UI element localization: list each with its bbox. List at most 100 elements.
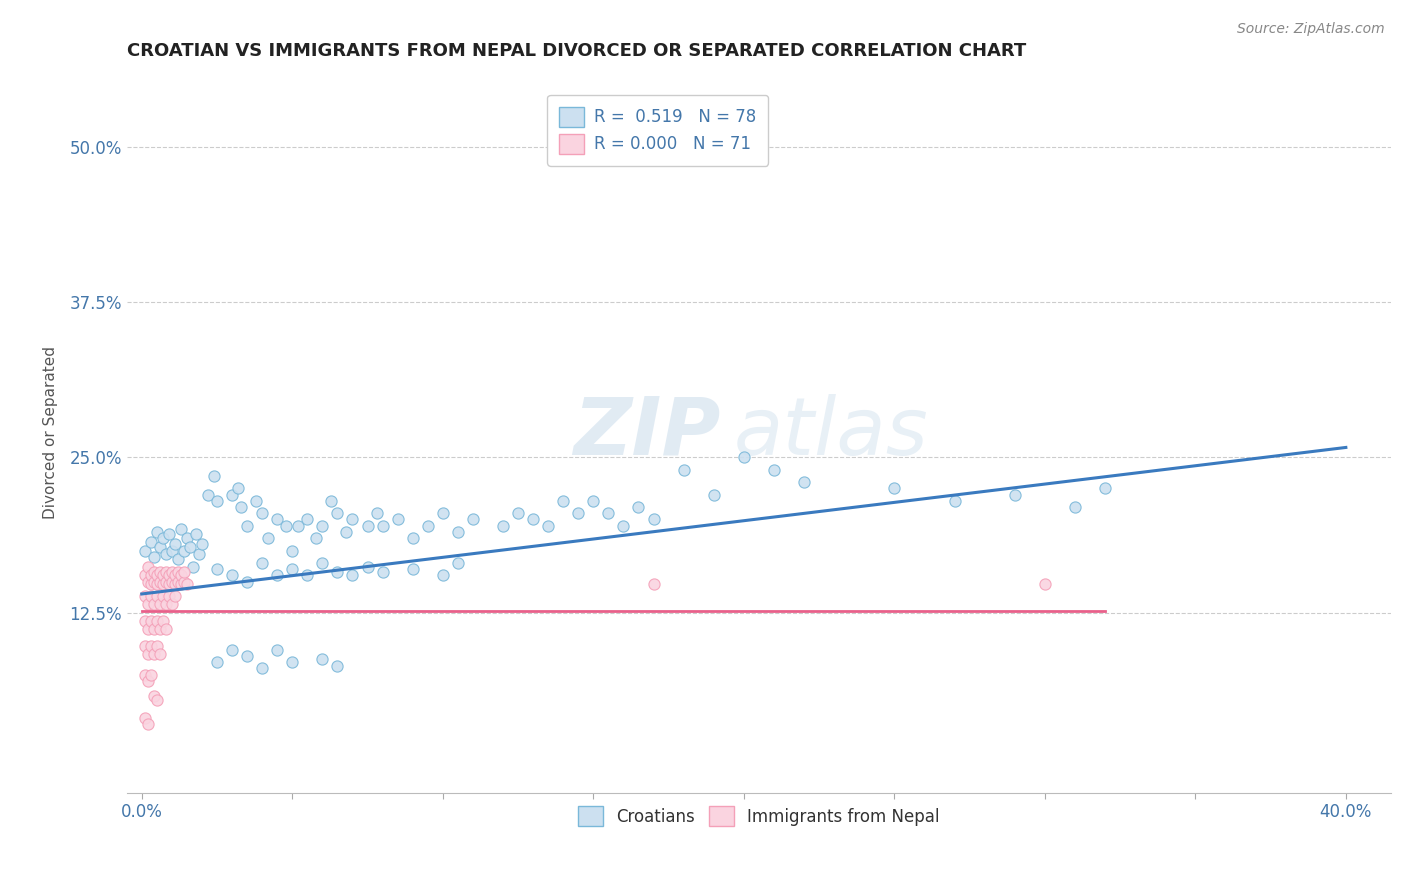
Point	[188, 547, 211, 561]
Point	[157, 577, 180, 591]
Point	[537, 518, 560, 533]
Point	[149, 647, 172, 661]
Point	[287, 518, 309, 533]
Point	[356, 559, 378, 574]
Point	[139, 590, 162, 604]
Point	[236, 648, 259, 663]
Point	[598, 506, 620, 520]
Point	[155, 547, 177, 561]
Point	[311, 518, 333, 533]
Point	[1064, 500, 1087, 514]
Point	[257, 531, 280, 545]
Point	[281, 562, 304, 576]
Point	[160, 565, 183, 579]
Legend: Croatians, Immigrants from Nepal: Croatians, Immigrants from Nepal	[569, 797, 948, 835]
Point	[142, 647, 165, 661]
Point	[134, 639, 156, 653]
Point	[173, 543, 195, 558]
Text: ZIP: ZIP	[574, 393, 721, 472]
Point	[152, 577, 174, 591]
Point	[152, 615, 174, 629]
Point	[250, 556, 273, 570]
Y-axis label: Divorced or Separated: Divorced or Separated	[44, 346, 58, 519]
Point	[155, 597, 177, 611]
Point	[155, 622, 177, 636]
Point	[155, 565, 177, 579]
Point	[245, 493, 267, 508]
Point	[136, 673, 159, 688]
Point	[163, 568, 186, 582]
Point	[1395, 438, 1406, 452]
Point	[943, 493, 966, 508]
Point	[297, 512, 319, 526]
Text: atlas: atlas	[734, 393, 928, 472]
Point	[266, 568, 288, 582]
Point	[139, 639, 162, 653]
Point	[297, 568, 319, 582]
Point	[149, 622, 172, 636]
Point	[643, 512, 665, 526]
Point	[226, 482, 249, 496]
Point	[152, 531, 174, 545]
Point	[170, 568, 193, 582]
Point	[139, 667, 162, 681]
Point	[173, 565, 195, 579]
Point	[136, 559, 159, 574]
Point	[179, 540, 201, 554]
Point	[221, 568, 243, 582]
Point	[176, 531, 198, 545]
Point	[342, 512, 364, 526]
Point	[553, 493, 575, 508]
Point	[366, 506, 388, 520]
Point	[281, 543, 304, 558]
Point	[149, 574, 172, 589]
Point	[142, 689, 165, 703]
Point	[167, 552, 190, 566]
Point	[1004, 488, 1026, 502]
Point	[432, 568, 454, 582]
Point	[250, 661, 273, 675]
Point	[149, 597, 172, 611]
Point	[266, 512, 288, 526]
Point	[643, 577, 665, 591]
Point	[142, 565, 165, 579]
Point	[134, 711, 156, 725]
Point	[371, 565, 394, 579]
Point	[762, 463, 785, 477]
Point	[157, 568, 180, 582]
Point	[221, 643, 243, 657]
Point	[139, 534, 162, 549]
Point	[155, 574, 177, 589]
Point	[326, 565, 349, 579]
Point	[371, 518, 394, 533]
Point	[612, 518, 634, 533]
Point	[152, 568, 174, 582]
Point	[582, 493, 605, 508]
Point	[146, 639, 169, 653]
Point	[146, 568, 169, 582]
Point	[321, 493, 343, 508]
Point	[236, 574, 259, 589]
Point	[160, 574, 183, 589]
Point	[149, 540, 172, 554]
Point	[205, 493, 228, 508]
Point	[567, 506, 589, 520]
Point	[136, 622, 159, 636]
Point	[181, 559, 204, 574]
Point	[136, 574, 159, 589]
Point	[134, 568, 156, 582]
Point	[157, 527, 180, 541]
Point	[167, 574, 190, 589]
Point	[146, 615, 169, 629]
Point	[134, 590, 156, 604]
Text: CROATIAN VS IMMIGRANTS FROM NEPAL DIVORCED OR SEPARATED CORRELATION CHART: CROATIAN VS IMMIGRANTS FROM NEPAL DIVORC…	[127, 42, 1026, 60]
Point	[276, 518, 298, 533]
Point	[163, 577, 186, 591]
Point	[522, 512, 544, 526]
Point	[205, 655, 228, 669]
Point	[197, 488, 219, 502]
Point	[733, 450, 755, 465]
Point	[326, 659, 349, 673]
Point	[167, 565, 190, 579]
Point	[1094, 482, 1116, 496]
